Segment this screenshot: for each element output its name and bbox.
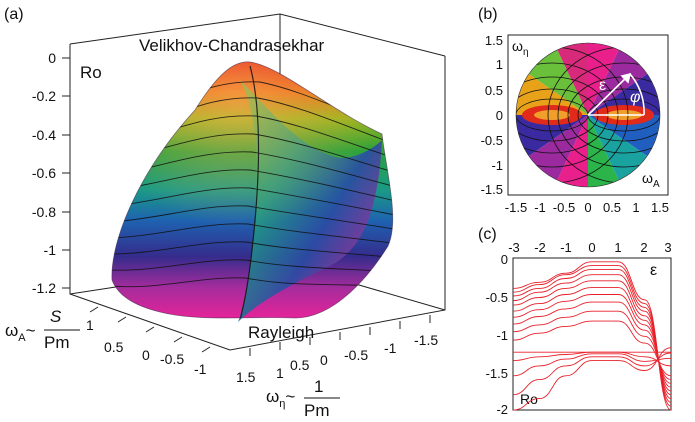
title-velikhov: Velikhov-Chandrasekhar (139, 36, 325, 55)
ro-curve-14 (512, 347, 672, 411)
z-tick: -0.8 (32, 204, 56, 220)
z-tick: -0.4 (32, 127, 56, 143)
b-x-tick: -1.5 (505, 200, 527, 215)
omega-a-label-b: ωA (642, 170, 660, 190)
omega-a-tick: 0 (142, 347, 150, 363)
b-y-tick: 1 (496, 57, 503, 72)
ro-curve-2 (512, 268, 672, 403)
panel-c-frame (512, 257, 672, 411)
svg-text:ωη~: ωη~ (266, 387, 295, 410)
omega-eta-tick: 0.5 (290, 357, 310, 373)
ro-curve-12 (512, 353, 672, 377)
omega-eta-tick: 1 (276, 365, 284, 381)
b-x-tick: 0 (584, 200, 591, 215)
ro-curve-1 (512, 265, 672, 407)
c-y-tick: -1 (496, 328, 508, 343)
panel-b-frame (507, 34, 669, 196)
b-x-tick: -1 (534, 200, 546, 215)
b-x-tick: 1.5 (651, 200, 669, 215)
ro-curve-13 (512, 352, 672, 396)
panel-b-y-ticks: 1.5 1 0.5 0 -0.5 -1 -1.5 (481, 33, 503, 197)
z-axis-labels: 0 -0.2 -0.4 -0.6 -0.8 -1 -1.2 (32, 50, 56, 296)
panel-b-x-ticks: -1.5 -1 -0.5 0 0.5 1 1.5 (505, 200, 669, 215)
z-tick: -0.6 (32, 165, 56, 181)
ro-curve-9 (512, 320, 672, 377)
panel-c-y-label: Ro (520, 391, 538, 407)
omega-a-tick: 1 (86, 317, 94, 333)
c-x-tick: -2 (534, 240, 546, 255)
panel-c-label: (c) (478, 226, 497, 243)
svg-text:1: 1 (314, 377, 323, 396)
panel-c-x-label: ε (650, 262, 657, 279)
stability-surface (111, 61, 394, 322)
c-x-tick: 3 (664, 240, 671, 255)
b-x-tick: 0.5 (603, 200, 621, 215)
omega-eta-tick: 0 (320, 352, 328, 368)
c-y-tick: 0 (501, 252, 508, 267)
panel-c-x-ticks: -3 -2 -1 0 1 2 3 (508, 240, 671, 255)
b-y-tick: 0.5 (485, 83, 503, 98)
b-x-tick: -0.5 (553, 200, 575, 215)
z-tick: -1 (44, 242, 57, 258)
z-tick: -0.2 (32, 88, 56, 104)
omega-a-axis: 1 0.5 0 -0.5 -1 (86, 306, 211, 377)
panel-c-y-ticks: 0 -0.5 -1 -1.5 -2 (486, 252, 508, 417)
z-axis-label: Ro (80, 63, 102, 82)
ro-curve-5 (512, 287, 672, 392)
c-y-tick: -2 (496, 402, 508, 417)
omega-a-tick: 0.5 (104, 339, 124, 355)
b-y-tick: 0 (496, 108, 503, 123)
ro-curve-7 (512, 301, 672, 384)
omega-eta-axis: 1.5 1 0.5 0 -0.5 -1 -1.5 (236, 315, 438, 385)
omega-eta-tick: 1.5 (236, 369, 256, 385)
svg-text:Pm: Pm (44, 333, 70, 352)
panel-c-curves (512, 261, 672, 411)
ro-curve-4 (512, 280, 672, 396)
z-tick: -1.2 (32, 280, 56, 296)
c-x-tick: 1 (614, 240, 621, 255)
z-axis-ticks (62, 57, 70, 289)
b-x-tick: 1 (632, 200, 639, 215)
title-rayleigh: Rayleigh (248, 323, 314, 342)
panel-a-label: (a) (4, 6, 24, 23)
omega-a-axis-label: ωA~ S Pm (5, 307, 80, 352)
c-x-tick: 2 (640, 240, 647, 255)
ro-curve-6 (512, 294, 672, 388)
omega-eta-tick: -0.5 (344, 347, 368, 363)
z-tick: 0 (48, 50, 56, 66)
omega-eta-tick: -1.5 (414, 332, 438, 348)
c-y-tick: -1.5 (486, 366, 508, 381)
omega-eta-tick: -1 (384, 340, 397, 356)
omega-a-tick: -0.5 (160, 351, 184, 367)
epsilon-annotation: ε (599, 77, 606, 94)
ro-curve-3 (512, 274, 672, 400)
svg-text:Pm: Pm (304, 401, 330, 420)
ro-curve-0 (512, 261, 672, 411)
panel-b-label: (b) (478, 6, 498, 23)
c-x-tick: -3 (508, 240, 520, 255)
b-y-tick: 1.5 (485, 33, 503, 48)
c-y-tick: -0.5 (486, 290, 508, 305)
colour-disc (516, 43, 660, 187)
b-y-tick: -1.5 (481, 182, 503, 197)
c-x-tick: -1 (560, 240, 572, 255)
b-y-tick: -0.5 (481, 133, 503, 148)
omega-a-tick: -1 (194, 361, 207, 377)
b-y-tick: -1 (491, 158, 503, 173)
ro-curve-11 (512, 351, 672, 367)
svg-text:ωA~: ωA~ (5, 321, 36, 344)
ro-curve-8 (512, 310, 672, 381)
svg-text:S: S (50, 307, 62, 326)
phi-annotation: φ (630, 89, 640, 106)
c-x-tick: 0 (588, 240, 595, 255)
omega-eta-axis-label: ωη~ 1 Pm (266, 377, 340, 420)
omega-eta-label-b: ωη (512, 38, 529, 58)
